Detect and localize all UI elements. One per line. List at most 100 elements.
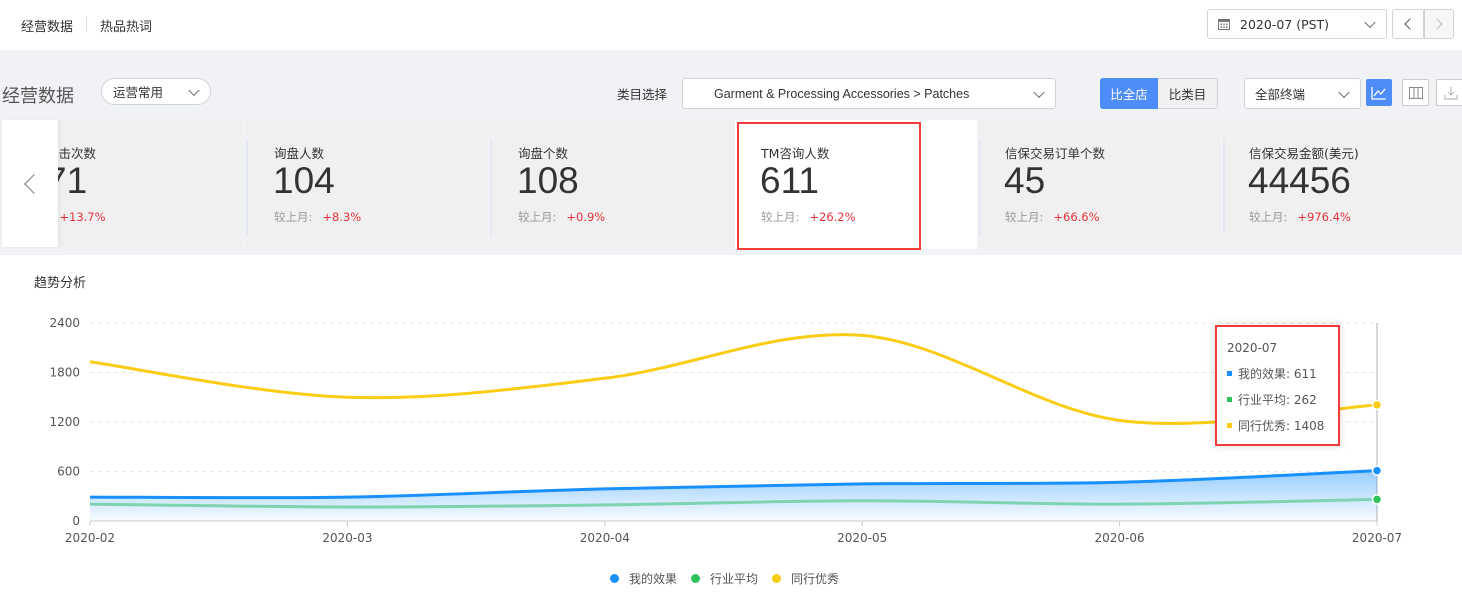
tab-hot-products[interactable]: 热品热词 — [100, 20, 153, 35]
terminal-select[interactable]: 全部终端 — [1244, 78, 1361, 109]
category-label: 类目选择 — [617, 87, 668, 102]
compare-store-button[interactable]: 比全店 — [1100, 78, 1158, 109]
metric-title: TM咨询人数 — [761, 146, 830, 161]
x-tick-label: 2020-07 — [1352, 531, 1402, 545]
y-tick-label: 0 — [72, 514, 80, 528]
columns-view-button[interactable] — [1402, 79, 1429, 106]
legend-item[interactable]: 同行优秀 — [772, 570, 839, 587]
metric-value: 45 — [1004, 160, 1046, 201]
y-tick-label: 2400 — [49, 316, 80, 330]
metric-value: 108 — [517, 160, 579, 201]
y-tick-label: 1200 — [49, 415, 80, 429]
download-button[interactable] — [1436, 79, 1462, 106]
series-line — [89, 469, 1378, 500]
category-value: Garment & Processing Accessories > Patch… — [714, 86, 970, 101]
legend-label: 行业平均 — [710, 572, 759, 586]
legend-item[interactable]: 我的效果 — [610, 570, 677, 587]
series-point — [1371, 494, 1383, 505]
series-point — [1371, 465, 1383, 476]
columns-icon — [1408, 86, 1423, 99]
section-title: 经营数据 — [2, 86, 74, 107]
tooltip-row: 我的效果: 611 — [1238, 367, 1317, 381]
chevron-left-icon — [1404, 18, 1416, 30]
series-line — [89, 497, 1378, 509]
metric-value: 44456 — [1248, 160, 1351, 201]
change-label: 较上月: — [274, 210, 313, 224]
preset-select[interactable]: 运营常用 — [101, 78, 211, 105]
top-bar — [0, 0, 1168, 50]
tooltip-row: 行业平均: 262 — [1238, 393, 1317, 407]
x-tick-label: 2020-05 — [837, 531, 887, 545]
change-value: +26.2% — [809, 210, 856, 224]
highlight-box — [737, 122, 921, 250]
carousel-prev-button[interactable] — [2, 120, 58, 247]
series-point — [1371, 399, 1383, 411]
change-label: 较上月: — [1249, 210, 1288, 224]
x-tick-label: 2020-06 — [1095, 531, 1145, 545]
chevron-down-icon — [188, 84, 200, 96]
legend-dot-icon — [691, 574, 701, 583]
line-chart-icon — [1371, 86, 1386, 100]
next-month-button[interactable] — [1424, 9, 1454, 39]
legend-dot-icon — [772, 574, 782, 583]
trend-chart: 0 600 1200 1800 2400 2020-02 2020-03 2020-04 202… — [49, 316, 1402, 545]
chevron-right-icon — [1431, 18, 1443, 30]
chevron-down-icon — [1033, 86, 1045, 98]
metric-card[interactable]: 询盘人数 104 较上月: +8.3% — [246, 120, 488, 249]
change-label: 较上月: — [1005, 210, 1044, 224]
metric-card[interactable]: 信保交易金额(美元) 44456 较上月: +976.4% — [1223, 120, 1462, 249]
y-tick-label: 1800 — [49, 366, 80, 380]
legend-label: 同行优秀 — [791, 572, 840, 586]
x-tick-label: 2020-03 — [322, 531, 372, 545]
legend-square-icon — [1227, 423, 1232, 428]
change-value: +0.9% — [566, 210, 606, 224]
prev-month-button[interactable] — [1392, 9, 1424, 39]
metric-card[interactable]: 信保交易订单个数 45 较上月: +66.6% — [979, 120, 1221, 249]
legend-item[interactable]: 行业平均 — [691, 570, 758, 587]
change-value: +66.6% — [1053, 210, 1100, 224]
series-area — [90, 470, 1377, 521]
legend-label: 我的效果 — [629, 572, 678, 586]
preset-value: 运营常用 — [113, 85, 164, 100]
chevron-down-icon — [1364, 16, 1376, 29]
change-value: +8.3% — [322, 210, 362, 224]
metric-title: 询盘个数 — [518, 146, 569, 161]
metric-card-active[interactable]: TM咨询人数 611 较上月: +26.2% — [735, 120, 977, 250]
tab-divider — [86, 16, 87, 32]
category-select[interactable]: Garment & Processing Accessories > Patch… — [682, 78, 1056, 109]
chart-tooltip: 2020-07 我的效果: 611 行业平均: 262 同行优秀: 1408 — [1215, 325, 1340, 446]
card-divider — [490, 140, 492, 235]
compare-category-button[interactable]: 比类目 — [1158, 78, 1218, 109]
download-icon — [1444, 86, 1458, 100]
metric-value: 611 — [760, 160, 819, 201]
change-value: +13.7% — [59, 210, 106, 224]
x-tick-label: 2020-02 — [65, 531, 115, 545]
chart-legend: 我的效果 行业平均 同行优秀 — [610, 570, 839, 587]
metric-title: 信保交易金额(美元) — [1249, 146, 1359, 161]
tooltip-row: 同行优秀: 1408 — [1238, 419, 1325, 433]
date-picker[interactable]: 2020-07 (PST) — [1207, 9, 1387, 39]
metric-title: 信保交易订单个数 — [1005, 146, 1106, 161]
metric-value: 104 — [273, 160, 335, 201]
series-line — [89, 333, 1378, 425]
legend-square-icon — [1227, 397, 1232, 402]
terminal-value: 全部终端 — [1255, 87, 1306, 102]
calendar-icon — [1218, 19, 1230, 30]
y-tick-label: 600 — [57, 465, 80, 479]
date-value: 2020-07 (PST) — [1240, 16, 1330, 32]
chevron-left-icon — [24, 173, 44, 194]
line-chart-view-button[interactable] — [1366, 79, 1392, 106]
tab-operating-data[interactable]: 经营数据 — [21, 20, 74, 35]
change-label: 较上月: — [518, 210, 557, 224]
metric-title: 点击次数 — [46, 146, 97, 161]
chevron-down-icon — [1338, 86, 1350, 98]
card-divider — [1223, 140, 1225, 235]
x-tick-label: 2020-04 — [580, 531, 630, 545]
tooltip-title: 2020-07 — [1227, 341, 1278, 355]
card-divider — [979, 140, 981, 235]
change-value: +976.4% — [1297, 210, 1351, 224]
change-label: 较上月: — [761, 210, 800, 224]
card-divider — [246, 140, 248, 235]
trend-title: 趋势分析 — [34, 276, 87, 291]
metric-card[interactable]: 询盘个数 108 较上月: +0.9% — [490, 120, 732, 249]
